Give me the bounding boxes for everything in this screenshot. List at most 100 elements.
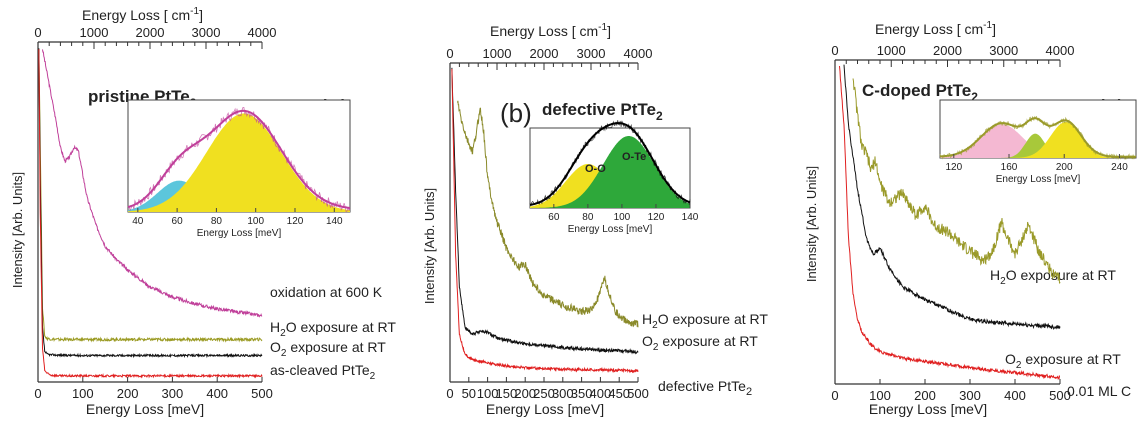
top-tick-label: 3000 — [989, 43, 1018, 58]
x-tick-label: 350 — [571, 386, 593, 401]
top-tick-label: 3000 — [192, 25, 221, 40]
trace-label-ml-c: 0.01 ML C — [1067, 383, 1131, 399]
x-tick-label: 300 — [959, 388, 981, 403]
top-tick-label: 0 — [831, 43, 838, 58]
series-line — [42, 49, 263, 318]
x-tick-label: 450 — [608, 386, 630, 401]
top-tick-label: 0 — [446, 46, 453, 61]
top-tick-label: 2000 — [136, 25, 165, 40]
series-line — [38, 50, 263, 343]
inset-plot: 40 60 80 100 120 140 Energy Loss [meV] — [127, 99, 351, 239]
series-line — [843, 64, 1061, 330]
inset-x-tick-label: 200 — [1056, 162, 1073, 173]
trace-label-oxidation: oxidation at 600 K — [270, 284, 383, 300]
top-tick-label: 0 — [34, 25, 41, 40]
trace-label-defective: defective PtTe2 — [658, 378, 752, 398]
svg-text:Energy Loss [ cm-1]: Energy Loss [ cm-1] — [490, 22, 611, 39]
x-tick-label: 500 — [251, 386, 273, 401]
inset-xlabel: Energy Loss [meV] — [568, 224, 653, 235]
trace-label-as-cleaved: as-cleaved PtTe2 — [270, 362, 376, 382]
x-tick-label: 250 — [533, 386, 555, 401]
inset-x-tick-label: 240 — [1111, 162, 1128, 173]
x-tick-label: 100 — [477, 386, 499, 401]
inset-fit-line — [939, 117, 1136, 158]
inset-x-tick-label: 120 — [945, 162, 962, 173]
panel-a-ylabel: Intensity [Arb. Units] — [10, 172, 25, 288]
x-tick-label: 400 — [590, 386, 612, 401]
inset-x-tick-label: 40 — [132, 216, 144, 227]
series-line — [839, 65, 1060, 381]
x-tick-label: 500 — [627, 386, 649, 401]
panel-c-title: C-doped PtTe2 — [862, 81, 978, 104]
trace-label-o2: O2 exposure at RT — [642, 333, 758, 353]
top-tick-label: 4000 — [624, 46, 653, 61]
x-tick-label: 200 — [914, 388, 936, 403]
trace-label-o2: O2 exposure at RT — [1005, 351, 1121, 371]
series-line — [38, 49, 263, 379]
x-tick-label: 100 — [869, 388, 891, 403]
panel-c-xlabel: Energy Loss [meV] — [869, 401, 987, 417]
x-tick-label: 300 — [552, 386, 574, 401]
x-tick-label: 500 — [1049, 388, 1071, 403]
panel-c-plot: 0 100 200 300 400 500 0 1000 2000 3000 4000 120 160 2… — [831, 43, 1137, 403]
inset-plot: 60 80 100 120 140 Energy Loss [meV] — [529, 120, 699, 235]
panel-c-trace-labels: H2O exposure at RT O2 exposure at RT 0.0… — [990, 267, 1131, 399]
inset-x-tick-label: 80 — [582, 212, 594, 223]
inset-x-tick-label: 120 — [648, 212, 665, 223]
inset-xlabel: Energy Loss [meV] — [197, 228, 282, 239]
x-tick-label: 50 — [462, 386, 476, 401]
series-line — [457, 100, 639, 328]
inset-x-tick-label: 160 — [1001, 162, 1018, 173]
panel-b: Energy Loss [ cm-1] (b) defective PtTe2 … — [422, 22, 768, 417]
trace-label-o2: O2 exposure at RT — [270, 339, 386, 359]
x-tick-label: 150 — [496, 386, 518, 401]
trace-label-h2o: H2O exposure at RT — [642, 311, 768, 331]
top-tick-label: 4000 — [1046, 43, 1075, 58]
x-tick-label: 300 — [162, 386, 184, 401]
inset-x-tick-label: 140 — [326, 216, 343, 227]
trace-label-h2o: H2O exposure at RT — [990, 267, 1116, 287]
x-tick-label: 0 — [34, 386, 41, 401]
inset-plot: 120 160 200 240 Energy Loss [meV] — [939, 99, 1137, 185]
inset-x-tick-label: 120 — [287, 216, 304, 227]
top-tick-label: 1000 — [80, 25, 109, 40]
inset-label-o-o: O-O — [585, 163, 606, 175]
panel-b-trace-labels: H2O exposure at RT O2 exposure at RT def… — [642, 311, 768, 398]
inset-x-tick-label: 140 — [682, 212, 699, 223]
panel-b-ylabel: Intensity [Arb. Units] — [422, 188, 437, 304]
trace-label-h2o: H2O exposure at RT — [270, 319, 396, 339]
x-tick-label: 0 — [831, 388, 838, 403]
series-line — [38, 48, 263, 359]
x-tick-label: 400 — [1004, 388, 1026, 403]
inset-component-peak — [940, 122, 1136, 158]
panel-b-top-axis-label: Energy Loss [ cm-1] — [490, 22, 611, 39]
inset-x-tick-label: 80 — [211, 216, 223, 227]
panel-a-plot: 0 100 200 300 400 500 0 1000 2000 3000 4000 40 60 80 1… — [34, 25, 351, 401]
inset-component-peak — [940, 133, 1136, 158]
svg-text:Energy Loss [ cm-1]: Energy Loss [ cm-1] — [82, 6, 203, 23]
x-tick-label: 100 — [72, 386, 94, 401]
inset-component-peak — [530, 136, 690, 208]
inset-x-tick-label: 100 — [247, 216, 264, 227]
series-line — [451, 68, 639, 374]
top-tick-label: 2000 — [530, 46, 559, 61]
x-tick-label: 200 — [117, 386, 139, 401]
panel-c-top-axis-label: Energy Loss [ cm-1] — [875, 20, 996, 37]
x-tick-label: 400 — [206, 386, 228, 401]
panel-b-xlabel: Energy Loss [meV] — [486, 401, 604, 417]
inset-fit-line — [127, 109, 351, 209]
inset-fit-line — [529, 122, 691, 206]
inset-component-peak — [128, 113, 350, 212]
panel-a-xlabel: Energy Loss [meV] — [86, 401, 204, 417]
panel-b-title: defective PtTe2 — [542, 100, 663, 123]
svg-text:Energy Loss [ cm-1]: Energy Loss [ cm-1] — [875, 20, 996, 37]
top-tick-label: 1000 — [877, 43, 906, 58]
top-tick-label: 1000 — [483, 46, 512, 61]
panel-a-top-axis-label: Energy Loss [ cm-1] — [82, 6, 203, 23]
top-tick-label: 3000 — [577, 46, 606, 61]
x-tick-label: 200 — [514, 386, 536, 401]
x-tick-label: 0 — [446, 386, 453, 401]
